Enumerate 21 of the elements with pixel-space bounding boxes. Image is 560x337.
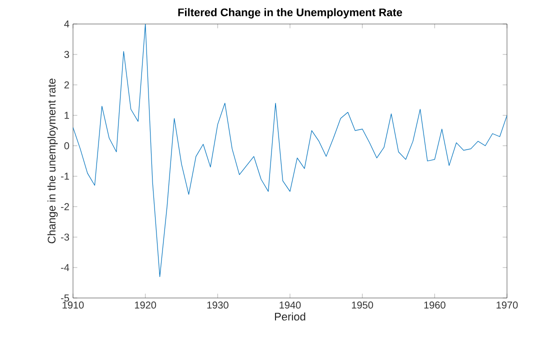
y-tick-label: -4 <box>61 264 70 271</box>
x-tick-label: 1950 <box>352 302 374 309</box>
y-tick-label: 3 <box>64 50 70 58</box>
x-tick-label: 1920 <box>134 302 156 309</box>
line-series <box>73 24 507 277</box>
y-tick-label: 1 <box>64 112 69 119</box>
y-axis-title: Change in the unemployment rate <box>47 78 58 244</box>
x-tick-label: 1970 <box>496 302 518 309</box>
x-tick-label: 1960 <box>424 302 446 309</box>
x-tick-label: 1910 <box>62 302 84 309</box>
x-axis-title: Period <box>275 312 306 321</box>
y-tick-label: 4 <box>64 20 70 28</box>
x-tick-label: 1940 <box>280 302 301 309</box>
y-tick-label: -1 <box>61 172 69 180</box>
y-tick-label: -2 <box>61 203 69 210</box>
x-tick-label: 1930 <box>207 302 228 309</box>
y-tick-label: -3 <box>61 234 70 241</box>
y-tick-label: -5 <box>61 294 70 302</box>
chart-title: Filtered Change in the Unemployment Rate <box>178 8 402 18</box>
y-tick-label: 0 <box>64 142 70 150</box>
y-tick-label: 2 <box>64 81 69 88</box>
